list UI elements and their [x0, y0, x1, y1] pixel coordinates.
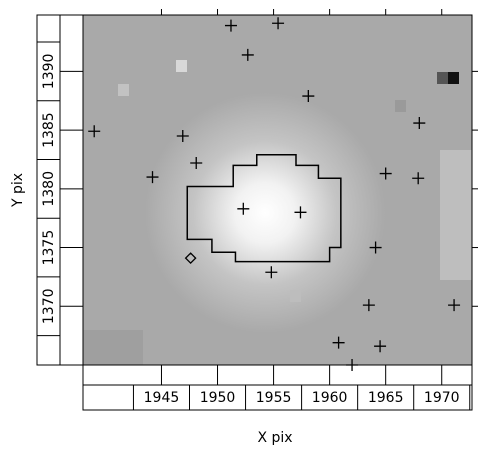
x-tick-label: 1960 [312, 390, 348, 406]
image [83, 15, 472, 365]
y-tick-label: 1380 [41, 171, 57, 207]
x-tick-label: 1965 [368, 390, 404, 406]
x-tick-label: 1970 [424, 390, 460, 406]
diamond-marker [184, 252, 197, 265]
plus-marker [369, 241, 382, 254]
y-tick-label: 1370 [41, 288, 57, 324]
image-patch [83, 330, 143, 365]
plus-marker [241, 48, 254, 61]
x-tick-label: 1945 [144, 390, 180, 406]
x-tick-label: 1955 [256, 390, 292, 406]
plus-marker [176, 129, 189, 142]
plus-marker [146, 171, 159, 184]
image-pixel [118, 84, 129, 96]
y-tick-label: 1390 [41, 54, 57, 90]
y-tick-label: 1385 [41, 112, 57, 148]
plus-marker [294, 206, 307, 219]
image-glow [83, 15, 472, 365]
plus-marker [272, 17, 285, 30]
plus-marker [379, 167, 392, 180]
plus-marker [302, 90, 315, 103]
image-pixel [437, 72, 448, 84]
plus-marker [332, 336, 345, 349]
plus-marker [237, 202, 250, 215]
plus-marker [374, 340, 387, 353]
image-pixel [290, 290, 301, 302]
plus-marker [224, 19, 237, 32]
x-axis-label: X pix [257, 430, 292, 446]
contour [186, 154, 342, 263]
plus-marker [346, 359, 359, 371]
plus-marker [412, 172, 425, 185]
y-tick-label: 1375 [41, 230, 57, 266]
image-pixel [448, 72, 459, 84]
plus-marker [362, 299, 375, 312]
plus-marker [448, 299, 461, 312]
image-pixel [176, 60, 187, 72]
plus-marker [265, 266, 278, 279]
plus-marker [413, 117, 426, 130]
x-axis-box [82, 364, 473, 411]
y-axis-label: Y pix [10, 173, 26, 208]
plus-marker [88, 125, 101, 138]
plus-marker [190, 156, 203, 169]
image-patch [440, 150, 472, 280]
image-pixel [395, 100, 406, 112]
x-tick-label: 1950 [200, 390, 236, 406]
